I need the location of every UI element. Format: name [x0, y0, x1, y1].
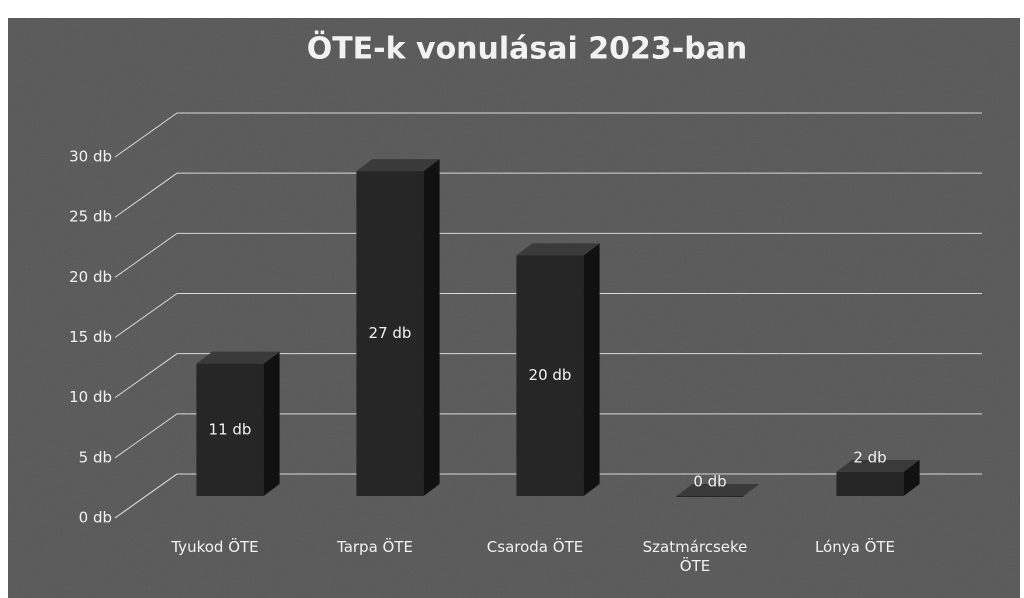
y-tick-label: 30 db	[69, 148, 112, 166]
grid-line	[114, 293, 982, 338]
y-tick-label: 0 db	[79, 509, 112, 527]
y-tick-label: 10 db	[69, 388, 112, 406]
chart-title: ÖTE-k vonulásai 2023-ban	[307, 30, 748, 67]
bar-side	[903, 459, 920, 496]
bar	[836, 471, 904, 496]
data-label: 27 db	[369, 324, 412, 342]
grid-line	[114, 172, 982, 218]
data-label: 11 db	[209, 420, 252, 438]
grid-line	[114, 473, 982, 519]
bar-side	[263, 351, 280, 496]
bar-top	[836, 459, 920, 472]
bar	[196, 363, 264, 496]
bar-top	[516, 243, 600, 256]
grid-line	[114, 232, 982, 278]
bar	[516, 255, 584, 496]
bar-top	[196, 351, 280, 364]
bar-top	[676, 484, 760, 496]
y-tick-label: 15 db	[69, 328, 112, 346]
y-tick-label: 20 db	[69, 268, 112, 286]
x-tick-label: Szatmárcseke ÖTE	[642, 538, 748, 575]
data-label: 20 db	[529, 366, 572, 384]
x-tick-label: Tyukod ÖTE	[171, 538, 259, 556]
bar	[676, 496, 744, 497]
x-tick-label: Csaroda ÖTE	[486, 538, 584, 556]
x-tick-label: Lónya ÖTE	[814, 538, 896, 556]
bar-side	[423, 159, 440, 496]
grid-line	[114, 353, 982, 399]
bar	[356, 171, 424, 496]
scan-texture	[8, 18, 1020, 598]
y-tick-label: 25 db	[69, 208, 112, 226]
bar-side	[583, 243, 600, 496]
x-tick-label: Tarpa ÖTE	[337, 538, 413, 556]
bar-top	[356, 159, 440, 172]
data-label: 0 db	[693, 473, 726, 491]
grid-line	[114, 413, 982, 459]
grid-line	[114, 112, 982, 158]
data-label: 2 db	[853, 448, 886, 466]
y-tick-label: 5 db	[79, 448, 112, 466]
